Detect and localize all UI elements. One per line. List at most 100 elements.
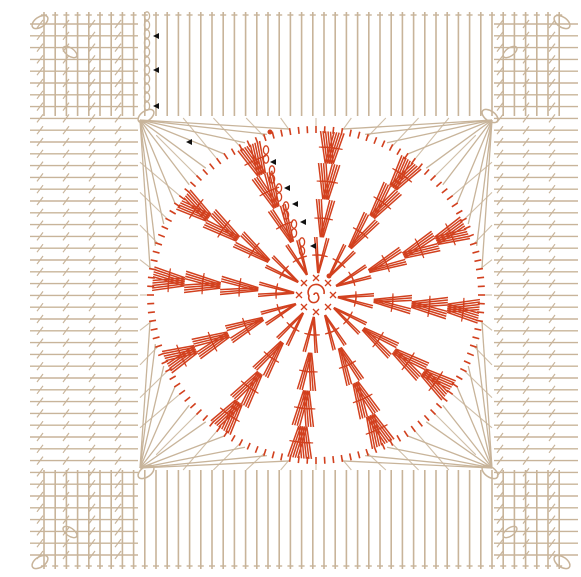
right-row-slash xyxy=(522,432,530,442)
left-row-slash xyxy=(36,338,44,347)
right-row-slash xyxy=(496,255,504,265)
circle-edge-stitch xyxy=(169,209,177,215)
right-row-slash xyxy=(496,361,504,371)
right-row-slash xyxy=(548,55,556,64)
left-row-slash xyxy=(88,196,96,206)
right-row-slash xyxy=(496,161,504,170)
fan-stitch xyxy=(139,119,190,186)
circle-row-start-chain xyxy=(282,210,290,220)
left-row-slash xyxy=(88,208,96,218)
side-fan-stitch xyxy=(413,117,450,162)
right-row-slash xyxy=(496,373,504,383)
magic-ring-spiral xyxy=(307,283,325,304)
row-start-marker xyxy=(153,33,159,39)
left-row-slash xyxy=(114,161,122,170)
left-row-slash xyxy=(62,468,70,477)
circle-edge-stitch xyxy=(435,181,443,188)
left-row-slash xyxy=(62,479,70,489)
side-fan-stitch xyxy=(139,161,183,198)
circle-stitch-crossbar xyxy=(452,237,456,246)
left-row-slash xyxy=(114,196,122,206)
circle-edge-stitch xyxy=(441,188,448,194)
fan-stitch xyxy=(481,119,493,269)
fan-stitch xyxy=(476,344,493,469)
side-fan-stitch xyxy=(390,117,420,148)
left-row-slash xyxy=(88,173,96,182)
left-row-slash xyxy=(88,90,96,100)
circle-stitch-crossbar xyxy=(327,146,336,149)
side-fan-stitch xyxy=(449,161,493,198)
circle-stitch-crossbar xyxy=(282,265,290,273)
right-row-slash xyxy=(522,550,530,560)
side-fan-stitch xyxy=(139,224,159,245)
left-row-slash xyxy=(114,43,122,52)
circle-edge-stitch xyxy=(463,360,471,365)
circle-stitch-crossbar xyxy=(219,407,227,414)
circle-edge-stitch xyxy=(157,233,166,238)
circle-edge-stitch xyxy=(161,360,169,365)
circle-stitch-crossbar xyxy=(323,180,332,183)
left-row-slash xyxy=(62,55,70,64)
chain-loop xyxy=(553,554,571,570)
circle-edge-stitch xyxy=(446,195,454,201)
circle-edge-stitch xyxy=(148,319,157,323)
side-fan-stitch xyxy=(479,320,493,331)
circle-edge-stitch xyxy=(357,451,361,459)
circle-edge-stitch xyxy=(271,451,275,459)
circle-edge-stitch xyxy=(263,134,267,142)
side-fan-stitch xyxy=(139,369,169,398)
left-row-slash xyxy=(114,55,122,64)
right-row-slash xyxy=(522,302,530,312)
left-row-slash xyxy=(88,43,96,52)
left-row-slash xyxy=(88,184,96,194)
row-start-marker xyxy=(153,67,159,73)
left-row-slash xyxy=(88,267,96,277)
chain-loop xyxy=(62,45,78,59)
circle-stitch-crossbar xyxy=(240,380,248,387)
circle-edge-stitch xyxy=(403,152,409,160)
left-row-slash xyxy=(88,279,96,288)
right-row-slash xyxy=(548,102,556,111)
left-row-slash xyxy=(114,125,122,135)
right-row-slash xyxy=(522,444,530,454)
circle-edge-stitch xyxy=(297,456,300,464)
right-row-slash xyxy=(522,78,530,88)
circle-edge-stitch xyxy=(209,163,215,170)
row-start-marker xyxy=(270,159,276,165)
fan-stitch xyxy=(139,404,190,469)
circle-stitch-crossbar xyxy=(224,219,231,227)
right-row-slash xyxy=(548,468,556,477)
left-row-slash xyxy=(114,397,122,406)
right-row-slash xyxy=(496,125,504,135)
side-fan-stitch xyxy=(413,428,450,471)
left-row-slash xyxy=(88,373,96,383)
left-row-slash xyxy=(88,491,96,501)
left-row-slash xyxy=(114,432,122,442)
right-row-slash xyxy=(496,66,504,76)
fan-stitch xyxy=(139,455,267,469)
circle-stitch-crossbar xyxy=(286,321,294,329)
left-row-slash xyxy=(88,527,96,536)
left-row-slash xyxy=(62,361,70,371)
left-row-slash xyxy=(88,550,96,560)
right-row-slash xyxy=(522,220,530,229)
circle-edge-stitch xyxy=(161,225,169,230)
chain-loop xyxy=(481,464,499,480)
right-row-slash xyxy=(548,373,556,383)
left-row-slash xyxy=(88,350,96,359)
left-row-slash xyxy=(62,527,70,536)
left-row-slash xyxy=(62,279,70,288)
side-fan-stitch xyxy=(366,117,387,138)
circle-stitch-crossbar xyxy=(353,298,357,307)
left-row-slash xyxy=(62,515,70,524)
left-row-slash xyxy=(114,149,122,159)
left-row-slash xyxy=(114,220,122,229)
left-row-slash xyxy=(114,19,122,29)
left-row-slash xyxy=(36,255,44,265)
circle-stitch-crossbar xyxy=(299,255,308,259)
right-row-slash xyxy=(548,149,556,159)
circle-stitch-crossbar xyxy=(356,229,364,235)
left-row-slash xyxy=(36,125,44,135)
left-row-slash xyxy=(114,503,122,513)
right-row-slash xyxy=(548,479,556,489)
